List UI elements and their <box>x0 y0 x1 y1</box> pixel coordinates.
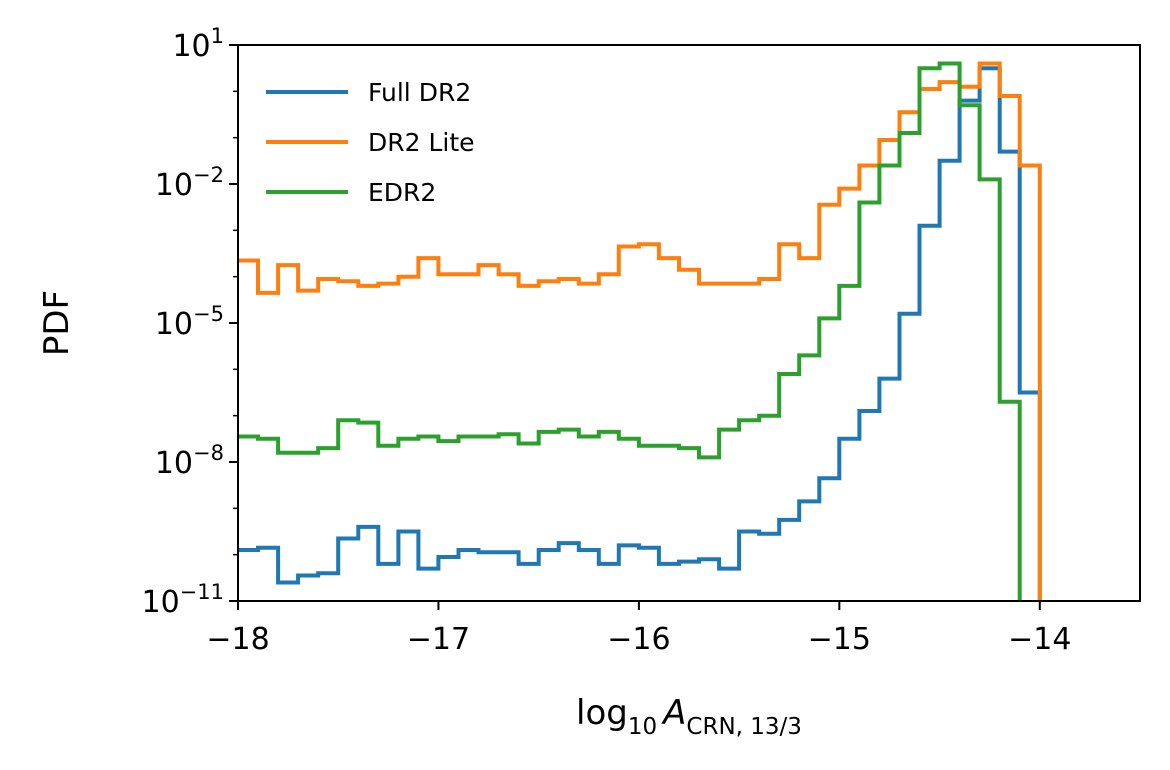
legend-label: DR2 Lite <box>368 128 475 157</box>
y-axis-title: PDF <box>37 290 77 356</box>
x-axis: −18 −17 −16 −15 −14 <box>206 601 1071 657</box>
series-line-edr2 <box>238 61 1022 601</box>
x-axis-title: log10 ACRN, 13/3 <box>576 693 802 740</box>
y-tick-label: 10−11 <box>141 580 224 620</box>
series-line-full-dr2 <box>238 66 1042 601</box>
x-tick-label: −14 <box>1008 622 1071 657</box>
x-tick-label: −18 <box>206 622 269 657</box>
y-axis: 101 10−2 10−5 10−8 10−11 <box>141 24 238 620</box>
y-tick-label: 10−5 <box>155 302 224 342</box>
x-tick-label: −17 <box>407 622 470 657</box>
series-layer <box>238 61 1042 601</box>
y-tick-label: 101 <box>172 24 224 64</box>
y-tick-label: 10−8 <box>155 441 224 481</box>
x-tick-label: −16 <box>607 622 670 657</box>
legend-label: Full DR2 <box>368 78 471 107</box>
x-tick-label: −15 <box>808 622 871 657</box>
y-tick-label: 10−2 <box>155 163 224 203</box>
legend-label: EDR2 <box>368 178 436 207</box>
legend: Full DR2 DR2 Lite EDR2 <box>266 78 475 207</box>
